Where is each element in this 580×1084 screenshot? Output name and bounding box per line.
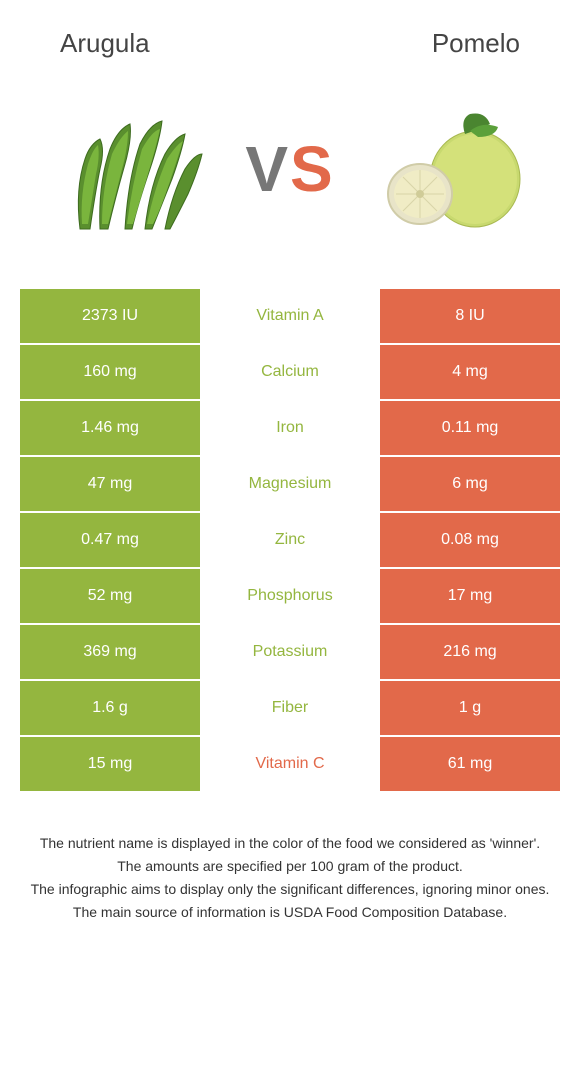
comparison-table: 2373 IUVitamin A8 IU160 mgCalcium4 mg1.4… bbox=[0, 289, 580, 793]
right-value-cell: 8 IU bbox=[380, 289, 560, 343]
footer-line-2: The amounts are specified per 100 gram o… bbox=[30, 856, 550, 877]
images-row: VS bbox=[0, 69, 580, 289]
left-value-cell: 160 mg bbox=[20, 345, 200, 399]
nutrient-name-cell: Fiber bbox=[200, 681, 380, 735]
left-value-cell: 2373 IU bbox=[20, 289, 200, 343]
vs-label: VS bbox=[245, 132, 334, 206]
right-value-cell: 0.08 mg bbox=[380, 513, 560, 567]
pomelo-icon bbox=[370, 99, 530, 239]
pomelo-image bbox=[360, 89, 540, 249]
left-value-cell: 1.6 g bbox=[20, 681, 200, 735]
arugula-icon bbox=[50, 99, 210, 239]
left-value-cell: 15 mg bbox=[20, 737, 200, 791]
right-value-cell: 4 mg bbox=[380, 345, 560, 399]
nutrient-name-cell: Zinc bbox=[200, 513, 380, 567]
nutrient-name-cell: Magnesium bbox=[200, 457, 380, 511]
arugula-image bbox=[40, 89, 220, 249]
left-value-cell: 47 mg bbox=[20, 457, 200, 511]
vs-s: S bbox=[290, 133, 335, 205]
table-row: 369 mgPotassium216 mg bbox=[20, 625, 560, 681]
nutrient-name-cell: Iron bbox=[200, 401, 380, 455]
right-food-title: Pomelo bbox=[432, 28, 520, 59]
nutrient-name-cell: Vitamin C bbox=[200, 737, 380, 791]
table-row: 0.47 mgZinc0.08 mg bbox=[20, 513, 560, 569]
left-value-cell: 1.46 mg bbox=[20, 401, 200, 455]
table-row: 15 mgVitamin C61 mg bbox=[20, 737, 560, 793]
left-value-cell: 0.47 mg bbox=[20, 513, 200, 567]
header: Arugula Pomelo bbox=[0, 0, 580, 69]
nutrient-name-cell: Vitamin A bbox=[200, 289, 380, 343]
footer-line-3: The infographic aims to display only the… bbox=[30, 879, 550, 900]
right-value-cell: 1 g bbox=[380, 681, 560, 735]
footer-line-1: The nutrient name is displayed in the co… bbox=[30, 833, 550, 854]
nutrient-name-cell: Phosphorus bbox=[200, 569, 380, 623]
table-row: 47 mgMagnesium6 mg bbox=[20, 457, 560, 513]
right-value-cell: 216 mg bbox=[380, 625, 560, 679]
right-value-cell: 0.11 mg bbox=[380, 401, 560, 455]
table-row: 2373 IUVitamin A8 IU bbox=[20, 289, 560, 345]
footer-line-4: The main source of information is USDA F… bbox=[30, 902, 550, 923]
left-food-title: Arugula bbox=[60, 28, 150, 59]
table-row: 1.6 gFiber1 g bbox=[20, 681, 560, 737]
table-row: 52 mgPhosphorus17 mg bbox=[20, 569, 560, 625]
vs-v: V bbox=[245, 133, 290, 205]
right-value-cell: 6 mg bbox=[380, 457, 560, 511]
footer-notes: The nutrient name is displayed in the co… bbox=[0, 793, 580, 945]
right-value-cell: 61 mg bbox=[380, 737, 560, 791]
right-value-cell: 17 mg bbox=[380, 569, 560, 623]
left-value-cell: 52 mg bbox=[20, 569, 200, 623]
table-row: 160 mgCalcium4 mg bbox=[20, 345, 560, 401]
nutrient-name-cell: Potassium bbox=[200, 625, 380, 679]
left-value-cell: 369 mg bbox=[20, 625, 200, 679]
nutrient-name-cell: Calcium bbox=[200, 345, 380, 399]
table-row: 1.46 mgIron0.11 mg bbox=[20, 401, 560, 457]
